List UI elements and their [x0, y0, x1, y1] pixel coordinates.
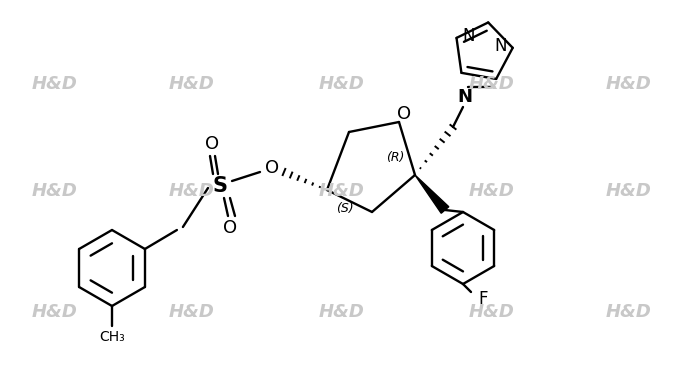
Text: CH₃: CH₃: [99, 330, 125, 344]
Text: H&D: H&D: [168, 75, 214, 93]
Text: H&D: H&D: [605, 181, 652, 200]
Text: H&D: H&D: [168, 181, 214, 200]
Text: H&D: H&D: [318, 181, 365, 200]
Text: (S): (S): [336, 202, 354, 215]
Text: H&D: H&D: [605, 75, 652, 93]
Text: N: N: [458, 88, 473, 106]
Text: H&D: H&D: [168, 303, 214, 322]
Text: O: O: [397, 105, 411, 123]
Text: O: O: [265, 159, 279, 177]
Text: S: S: [212, 176, 227, 196]
Text: O: O: [205, 135, 219, 153]
Text: H&D: H&D: [469, 303, 515, 322]
Text: H&D: H&D: [318, 75, 365, 93]
Polygon shape: [415, 175, 449, 213]
Text: F: F: [478, 290, 488, 308]
Text: H&D: H&D: [31, 181, 78, 200]
Text: H&D: H&D: [469, 181, 515, 200]
Text: H&D: H&D: [469, 75, 515, 93]
Text: H&D: H&D: [318, 303, 365, 322]
Text: N: N: [494, 37, 507, 55]
Text: H&D: H&D: [31, 303, 78, 322]
Text: (R): (R): [386, 150, 404, 163]
Text: H&D: H&D: [605, 303, 652, 322]
Text: O: O: [223, 219, 237, 237]
Text: H&D: H&D: [31, 75, 78, 93]
Text: N: N: [462, 27, 475, 45]
